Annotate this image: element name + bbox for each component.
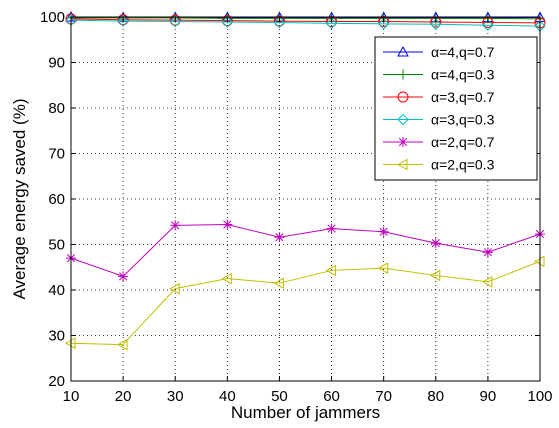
legend-entry: α=3,q=0.3 xyxy=(383,112,495,128)
data-point xyxy=(273,15,285,27)
x-tick-label: 40 xyxy=(219,388,236,405)
data-point xyxy=(170,220,181,231)
y-axis-label: Average energy saved (%) xyxy=(10,99,29,300)
data-point xyxy=(221,16,234,28)
x-tick-label: 30 xyxy=(167,388,184,405)
y-tick-label: 50 xyxy=(48,237,65,254)
y-tick-label: 100 xyxy=(40,9,65,26)
legend-marker xyxy=(397,45,409,57)
data-point xyxy=(377,262,389,275)
y-tick-label: 20 xyxy=(48,373,65,390)
data-point xyxy=(221,272,232,285)
x-tick-label: 20 xyxy=(115,388,132,405)
legend-entry: α=4,q=0.7 xyxy=(383,44,495,60)
x-tick-label: 80 xyxy=(427,388,444,405)
legend-label: α=4,q=0.7 xyxy=(431,44,495,60)
data-point xyxy=(326,223,337,234)
data-point xyxy=(169,282,180,295)
series-line xyxy=(70,223,541,277)
data-point xyxy=(222,219,233,230)
data-point xyxy=(273,16,286,29)
y-tick-label: 40 xyxy=(48,282,65,299)
data-point xyxy=(377,18,390,30)
series-line xyxy=(70,19,541,27)
data-point xyxy=(430,238,441,249)
data-point xyxy=(482,247,493,258)
series-4 xyxy=(65,14,546,32)
legend-label: α=4,q=0.3 xyxy=(431,67,495,83)
legend-entry: α=4,q=0.3 xyxy=(383,67,495,83)
data-point xyxy=(429,269,441,282)
data-point xyxy=(274,232,285,243)
series-line xyxy=(70,260,541,346)
legend: α=4,q=0.7 α=4,q=0.3 α=3,q=0.7 α=3,q=0.3 α=2,… xyxy=(374,36,538,181)
y-tick-label: 30 xyxy=(48,328,65,345)
legend-entry: α=3,q=0.7 xyxy=(383,89,495,105)
data-point xyxy=(430,18,442,30)
data-point xyxy=(117,15,129,27)
x-tick-label: 10 xyxy=(63,388,80,405)
series-line xyxy=(70,18,541,24)
x-axis-label: Number of jammers xyxy=(231,403,380,422)
series-line xyxy=(71,17,541,20)
data-point xyxy=(325,17,338,30)
y-tick-label: 60 xyxy=(48,191,65,208)
y-tick-label: 70 xyxy=(48,146,65,163)
data-point xyxy=(118,271,129,282)
legend-marker xyxy=(398,137,408,147)
data-point xyxy=(117,14,129,26)
legend-marker xyxy=(396,158,408,171)
data-point xyxy=(481,275,493,288)
data-point xyxy=(169,15,181,28)
x-tick-label: 50 xyxy=(271,388,288,405)
legend-box xyxy=(374,36,538,181)
data-point xyxy=(378,226,389,237)
legend-label: α=3,q=0.3 xyxy=(431,112,495,128)
legend-label: α=3,q=0.7 xyxy=(431,89,495,105)
data-point xyxy=(169,14,181,26)
y-tick-label: 90 xyxy=(48,55,65,72)
data-point xyxy=(273,277,284,290)
data-point xyxy=(325,264,337,277)
legend-marker xyxy=(397,91,409,103)
data-point xyxy=(221,15,233,27)
x-tick-label: 100 xyxy=(527,388,552,405)
legend-marker xyxy=(397,113,409,126)
x-tick-label: 70 xyxy=(375,388,392,405)
legend-label: α=2,q=0.3 xyxy=(431,157,495,173)
x-tick-label: 90 xyxy=(480,388,497,405)
legend-marker xyxy=(398,69,408,80)
data-point xyxy=(482,19,494,31)
x-tick-label: 60 xyxy=(323,388,340,405)
series-3 xyxy=(65,13,546,29)
legend-entry: α=2,q=0.3 xyxy=(383,157,495,173)
data-point xyxy=(117,338,128,351)
y-tick-label: 80 xyxy=(48,100,65,117)
legend-label: α=2,q=0.7 xyxy=(431,134,495,150)
legend-entry: α=2,q=0.7 xyxy=(383,134,495,150)
